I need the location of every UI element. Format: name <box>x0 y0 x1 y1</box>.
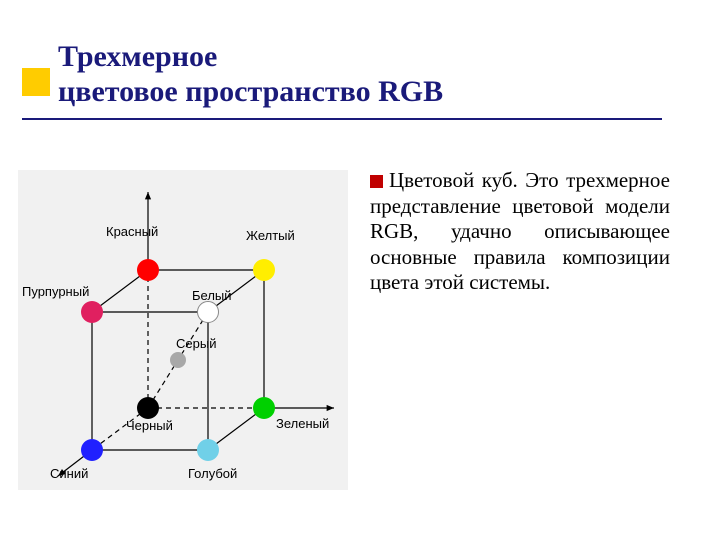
vertex-red <box>137 259 159 281</box>
title-accent-square <box>22 68 50 96</box>
vertex-green <box>253 397 275 419</box>
bullet-text: Цветовой куб. Это трехмерное представлен… <box>370 168 670 294</box>
label-gray: Серый <box>176 336 216 351</box>
label-black: Черный <box>126 418 173 433</box>
label-white: Белый <box>192 288 232 303</box>
vertex-yellow <box>253 259 275 281</box>
vertex-black <box>137 397 159 419</box>
label-yellow: Желтый <box>246 228 295 243</box>
label-magenta: Пурпурный <box>22 284 89 299</box>
title-underline <box>22 118 662 120</box>
label-green: Зеленый <box>276 416 329 431</box>
bullet-square-icon <box>370 175 383 188</box>
body-text-block: Цветовой куб. Это трехмерное представлен… <box>370 168 670 296</box>
cube-svg <box>18 170 348 490</box>
title-line-2: цветовое пространство RGB <box>58 75 443 110</box>
slide-title: Трехмерное цветовое пространство RGB <box>58 40 443 109</box>
vertex-gray <box>170 352 186 368</box>
vertex-cyan <box>197 439 219 461</box>
label-red: Красный <box>106 224 158 239</box>
rgb-cube-diagram: Красный Желтый Пурпурный Белый Серый Черный Зе… <box>18 170 348 490</box>
vertex-white <box>197 301 219 323</box>
vertex-blue <box>81 439 103 461</box>
vertex-magenta <box>81 301 103 323</box>
label-blue: Синий <box>50 466 88 481</box>
bullet-paragraph: Цветовой куб. Это трехмерное представлен… <box>370 168 670 296</box>
title-line-1: Трехмерное <box>58 40 443 75</box>
label-cyan: Голубой <box>188 466 237 481</box>
